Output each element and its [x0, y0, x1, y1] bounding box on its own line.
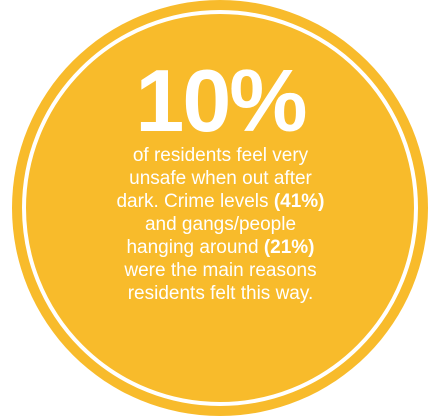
description-text: unsafe when out after — [129, 168, 312, 189]
description-text: residents felt this way. — [127, 283, 314, 304]
description-line: hanging around (21%) — [40, 236, 401, 259]
description-line: and gangs/people — [40, 213, 401, 236]
description-line: were the main reasons — [40, 259, 401, 282]
description-line: dark. Crime levels (41%) — [40, 190, 401, 213]
description-line: unsafe when out after — [40, 167, 401, 190]
description-text: and gangs/people — [144, 214, 297, 235]
crime-levels-percent: (41%) — [273, 191, 325, 212]
description-line: residents felt this way. — [40, 282, 401, 305]
stat-circle-ring — [22, 10, 418, 406]
description-line: of residents feel very — [40, 144, 401, 167]
stat-description: of residents feel very unsafe when out a… — [40, 144, 401, 305]
description-text: of residents feel very — [132, 145, 309, 166]
stat-headline: 10% — [135, 51, 307, 150]
description-text: dark. Crime levels — [116, 191, 274, 212]
gangs-percent: (21%) — [263, 237, 315, 258]
description-text: hanging around — [126, 237, 264, 258]
description-text: were the main reasons — [124, 260, 317, 281]
